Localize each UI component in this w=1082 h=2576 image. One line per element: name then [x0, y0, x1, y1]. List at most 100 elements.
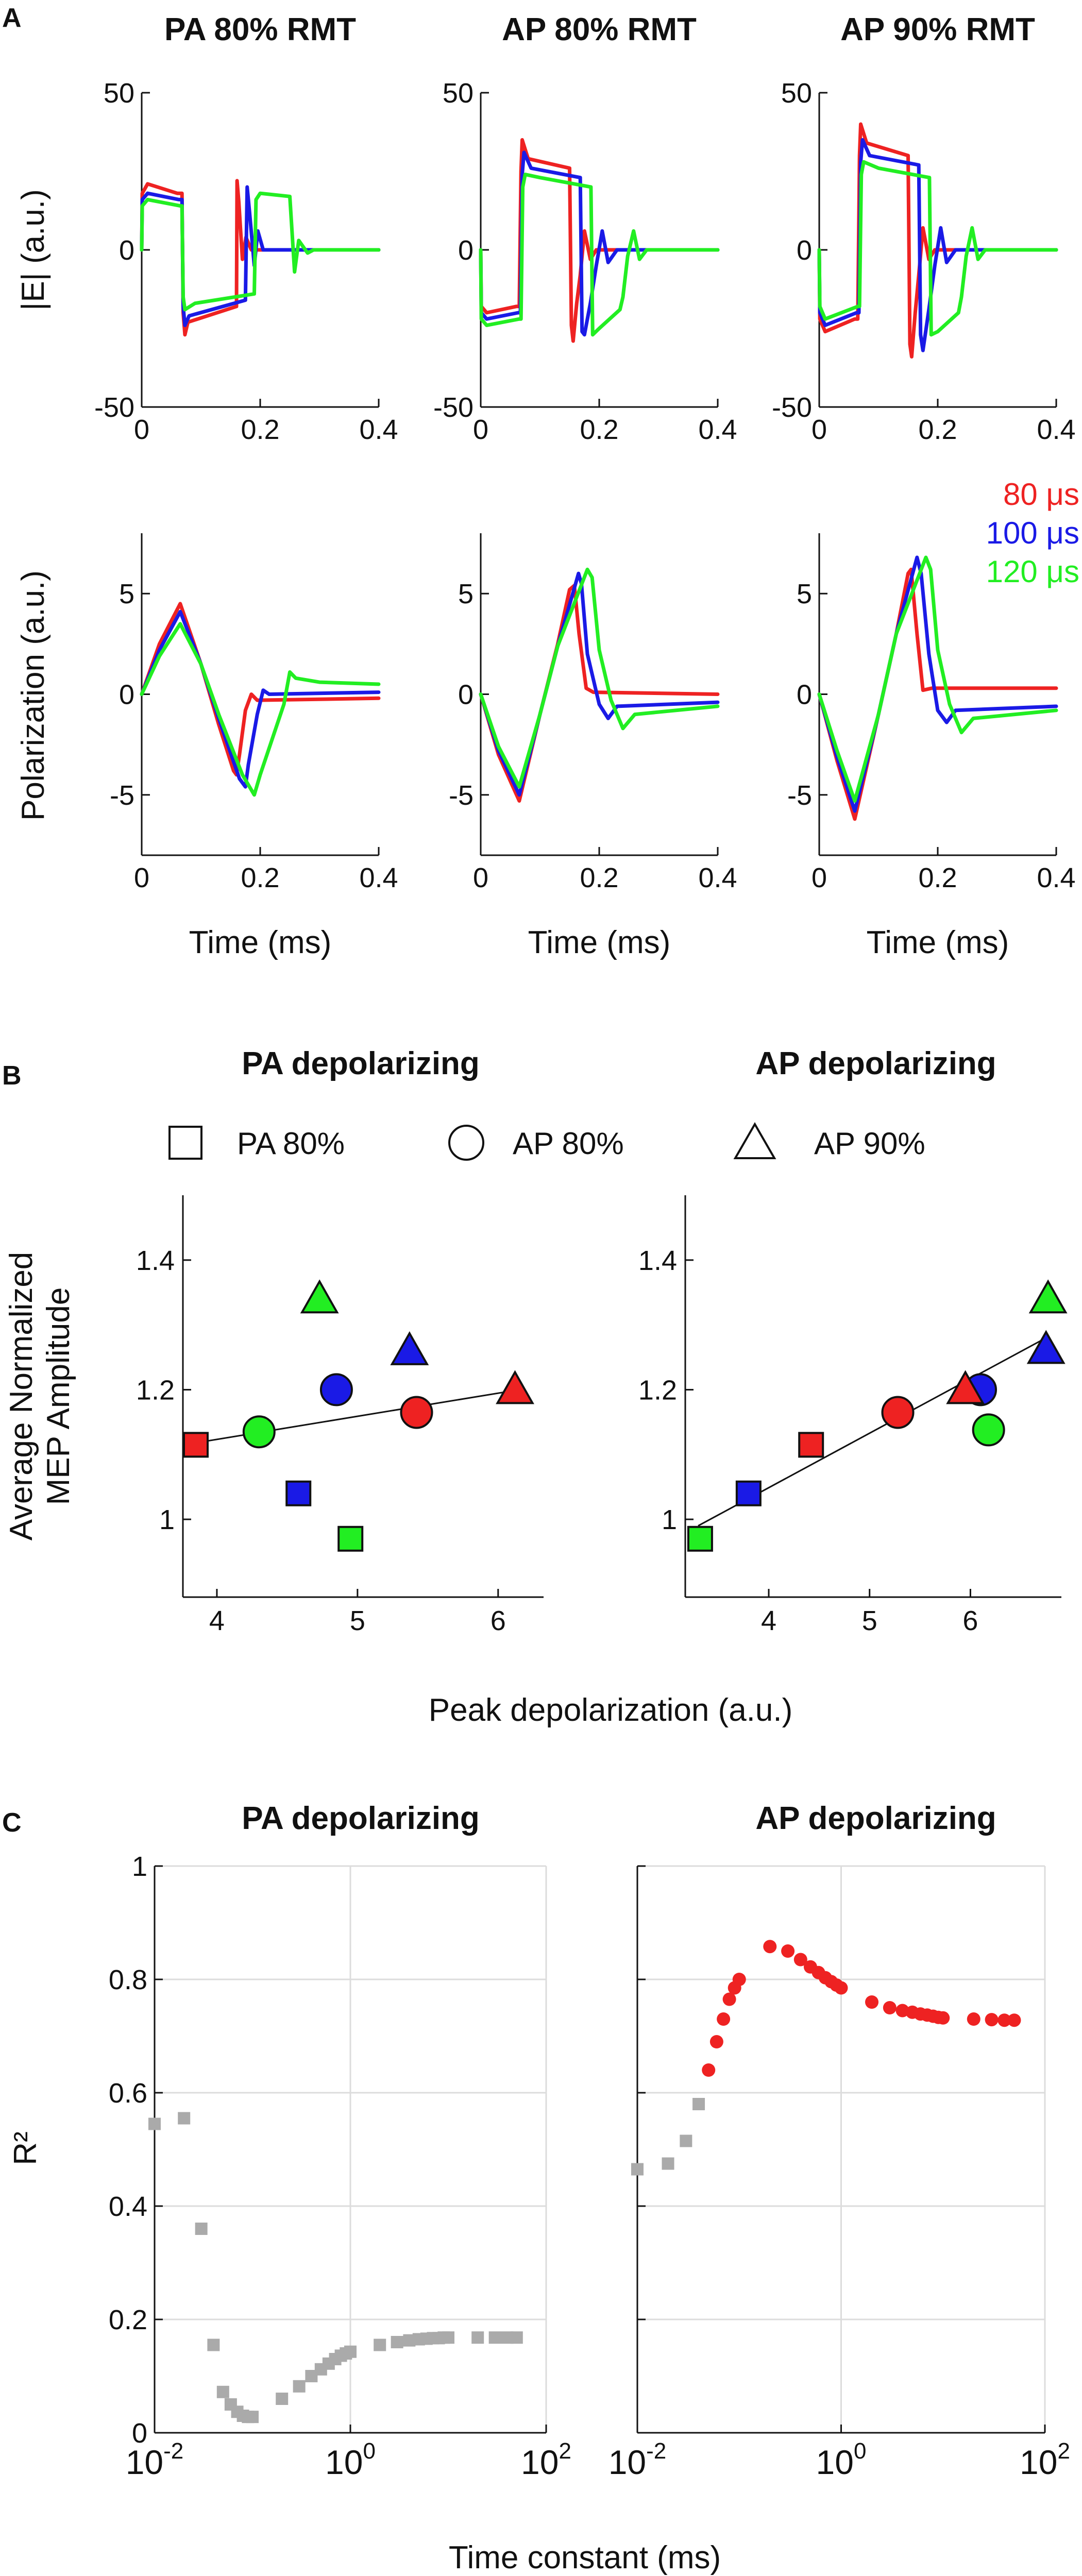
panel-c-x-tick-label: 10-2 — [608, 2438, 667, 2481]
panel-a-polarization-x-tick-label: 0 — [812, 862, 827, 893]
panel-b-square-point — [337, 1526, 364, 1552]
panel-c-gray-point — [471, 2331, 484, 2344]
panel-b-y-tick-label: 1.2 — [136, 1375, 175, 1405]
panel-c-red-point — [717, 2012, 731, 2026]
panel-b-circle-point — [242, 1415, 276, 1449]
panel-c-red-point — [709, 2035, 723, 2048]
panel-c-x-tick-base: 10 — [126, 2443, 163, 2481]
panel-a-legend-3: 120 μs — [986, 554, 1079, 589]
panel-c-red-point — [895, 2004, 909, 2018]
panel-a-efield-y-tick-label: 0 — [119, 235, 134, 266]
panel-b-square-point — [687, 1526, 713, 1552]
panel-a-xlabel-1: Time (ms) — [189, 925, 332, 960]
panel-c-gray-point — [510, 2331, 523, 2344]
panel-c-y-tick-label: 0.4 — [109, 2191, 147, 2222]
panel-a-title-2: AP 80% RMT — [502, 12, 697, 47]
panel-b-axes-1: 1 1.2 1.4 4 5 6 — [136, 1195, 544, 1636]
panel-c-gray-point — [207, 2338, 220, 2351]
panel-c-x-tick-label: 102 — [521, 2438, 571, 2481]
legend-circle-marker — [448, 1125, 484, 1161]
panel-a-efield-x-tick-label: 0.2 — [580, 414, 618, 445]
panel-a-efield-y-tick-label: 0 — [458, 235, 474, 266]
panel-c-x-tick-base: 10 — [608, 2443, 646, 2481]
panel-b-y-tick-label: 1 — [662, 1504, 677, 1535]
panel-b-triangle-point — [946, 1370, 985, 1404]
panel-a-legend-1: 80 μs — [1003, 477, 1079, 512]
panel-b-triangle-point — [1028, 1279, 1068, 1314]
panel-b-square-point — [183, 1432, 209, 1458]
panel-b-x-tick-label: 4 — [761, 1605, 776, 1636]
panel-c-red-point — [883, 2001, 897, 2014]
panel-a-polarization-series-100us — [817, 555, 1058, 813]
panel-c-gray-point — [662, 2157, 674, 2170]
panel-a-efield-y-tick-label: 50 — [104, 78, 134, 109]
panel-letter-a: A — [2, 3, 22, 33]
panel-b-circle-point — [972, 1413, 1005, 1447]
panel-a-efield-series-120us — [479, 173, 720, 337]
panel-a-efield-series-120us — [817, 160, 1058, 337]
panel-b-circle-point — [881, 1396, 915, 1429]
panel-b-triangle-point — [1026, 1330, 1066, 1364]
panel-c-red-point — [732, 1973, 746, 1986]
panel-b-circle-point — [319, 1373, 353, 1406]
panel-a-polarization-axes-1: -5 0 5 0 0.2 0.4 — [110, 533, 398, 893]
panel-a-title-3: AP 90% RMT — [840, 12, 1035, 47]
panel-c-gray-point — [246, 2411, 259, 2424]
panel-c-y-tick-label: 0.6 — [109, 2078, 147, 2109]
panel-a-efield-series-80us — [479, 138, 720, 343]
panel-a-polarization-x-tick-label: 0.4 — [698, 862, 737, 893]
panel-a-efield-ylabel: |E| (a.u.) — [15, 189, 51, 311]
panel-c-ylabel: R² — [8, 2131, 43, 2165]
panel-c-title-2: AP depolarizing — [755, 1801, 996, 1836]
panel-a-efield-y-tick-label: 50 — [443, 78, 474, 109]
panel-a-polarization-y-tick-label: 0 — [458, 680, 474, 710]
panel-c-red-point — [763, 1940, 777, 1954]
panel-c-red-point — [793, 1953, 807, 1967]
panel-a-efield-x-tick-label: 0.2 — [241, 414, 279, 445]
panel-a-efield-series-100us — [479, 150, 720, 337]
panel-c-red-point — [865, 1995, 879, 2009]
panel-a-efield-y-tick-label: -50 — [772, 392, 812, 423]
panel-c-gray-point — [344, 2345, 357, 2358]
panel-c-xlabel: Time constant (ms) — [449, 2540, 721, 2575]
panel-c-red-point — [985, 2013, 999, 2027]
panel-a-efield-series-120us — [140, 191, 381, 312]
panel-b-x-tick-label: 6 — [962, 1605, 978, 1636]
panel-a-efield-x-tick-label: 0 — [812, 414, 827, 445]
panel-a-polarization-y-tick-label: -5 — [787, 780, 812, 811]
panel-a-polarization-y-tick-label: 5 — [119, 579, 134, 609]
panel-c-red-point — [998, 2013, 1011, 2027]
panel-a-polarization-y-tick-label: 5 — [797, 579, 812, 609]
panel-a-efield-x-tick-label: 0.2 — [918, 414, 957, 445]
panel-c-x-tick-exponent: -2 — [646, 2438, 666, 2464]
panel-c-x-tick-base: 10 — [521, 2443, 559, 2481]
panel-c-red-point — [781, 1944, 795, 1958]
panel-b-square-point — [285, 1480, 312, 1506]
panel-c-gray-point — [216, 2385, 229, 2398]
panel-c-gray-point — [442, 2331, 454, 2344]
panel-c-title-1: PA depolarizing — [242, 1801, 480, 1836]
panel-a-efield-x-tick-label: 0.4 — [359, 414, 398, 445]
panel-a-polarization-x-tick-label: 0.4 — [1037, 862, 1075, 893]
panel-b-circle-point — [400, 1396, 433, 1429]
panel-a-polarization-x-tick-label: 0.2 — [918, 862, 957, 893]
panel-c-gray-point — [293, 2380, 306, 2393]
panel-b-y-tick-label: 1 — [159, 1504, 175, 1535]
legend-square-marker — [168, 1126, 202, 1160]
panel-c-gray-point — [692, 2098, 705, 2110]
panel-c-red-point — [834, 1981, 848, 1995]
panel-b-ylabel: Average NormalizedMEP Amplitude — [4, 1252, 76, 1541]
panel-c-y-tick-label: 0.2 — [109, 2304, 147, 2335]
panel-c-axes-2: 10-2 100 102 — [608, 1865, 1070, 2481]
panel-b-ylabel-line-1: Average Normalized — [4, 1252, 39, 1541]
panel-a-efield-y-tick-label: -50 — [433, 392, 474, 423]
panel-c-gray-point — [195, 2223, 208, 2235]
panel-a-polarization-series-120us — [140, 622, 381, 797]
panel-a-polarization-y-tick-label: 5 — [458, 579, 474, 609]
panel-b-triangle-point — [300, 1279, 339, 1314]
panel-c-x-tick-exponent: -2 — [163, 2438, 183, 2464]
panel-a-polarization-series-80us — [817, 567, 1058, 821]
panel-a-polarization-ylabel: Polarization (a.u.) — [15, 570, 51, 821]
